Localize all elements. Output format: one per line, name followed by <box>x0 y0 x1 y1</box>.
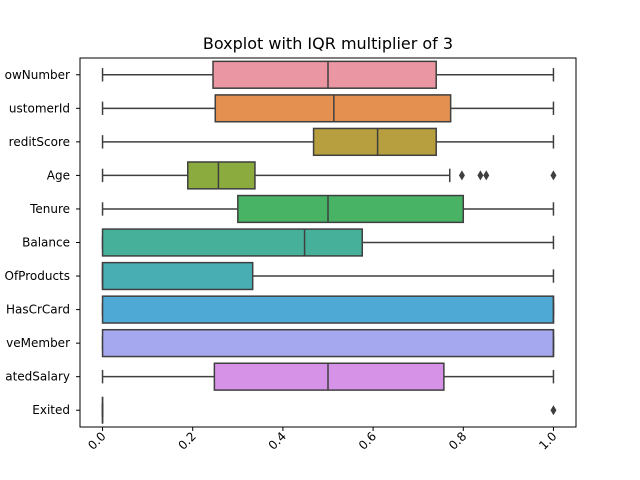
iqr-box <box>101 328 555 358</box>
chart-title: Boxplot with IQR multiplier of 3 <box>203 34 453 53</box>
iqr-box <box>312 127 437 157</box>
y-tick-label: HasCrCard <box>6 303 70 317</box>
box-hascrcard <box>101 295 555 324</box>
outlier-point <box>458 170 465 181</box>
box-rownumber <box>101 60 555 89</box>
iqr-box <box>237 194 465 224</box>
iqr-box <box>214 94 452 123</box>
box-numofproducts <box>101 261 555 291</box>
y-tick-label: veMember <box>6 336 70 350</box>
x-tick-label: 0.0 <box>85 429 108 452</box>
box-estimatedsalary <box>101 362 555 391</box>
y-tick-label: Age <box>47 168 70 182</box>
outlier-point <box>477 170 484 181</box>
box-tenure <box>101 194 555 224</box>
iqr-box <box>212 60 437 89</box>
iqr-box <box>101 261 254 291</box>
box-exited <box>101 396 557 424</box>
plot-frame <box>79 57 577 428</box>
box-isactivemember <box>101 328 555 358</box>
y-axis: owNumber ustomerId reditScore Age Tenure Bala… <box>5 68 80 417</box>
y-tick-label: Exited <box>32 403 70 417</box>
y-tick-label: atedSalary <box>5 370 70 384</box>
y-tick-label: Balance <box>22 236 70 250</box>
y-tick-label: OfProducts <box>5 269 70 283</box>
iqr-box <box>101 295 555 324</box>
x-tick-label: 0.8 <box>446 429 469 452</box>
y-tick-label: Tenure <box>29 202 70 216</box>
x-tick-label: 0.6 <box>356 429 379 452</box>
iqr-box <box>213 362 445 391</box>
y-tick-label: reditScore <box>9 135 70 149</box>
x-axis: 0.0 0.2 0.4 0.6 0.8 1.0 <box>85 427 560 453</box>
x-tick-label: 0.4 <box>266 429 289 452</box>
outlier-point <box>483 170 490 181</box>
x-tick-label: 0.2 <box>175 429 198 452</box>
outlier-point <box>550 170 557 181</box>
box-creditscore <box>101 127 555 157</box>
y-tick-label: ustomerId <box>9 101 70 115</box>
iqr-box <box>187 161 256 190</box>
y-tick-label: owNumber <box>5 68 70 82</box>
box-balance <box>101 228 555 257</box>
iqr-box <box>101 228 364 257</box>
outlier-point <box>550 405 557 416</box>
x-tick-label: 1.0 <box>536 429 559 452</box>
box-customerid <box>101 94 555 123</box>
box-age <box>101 161 557 190</box>
plot-area <box>101 60 557 424</box>
